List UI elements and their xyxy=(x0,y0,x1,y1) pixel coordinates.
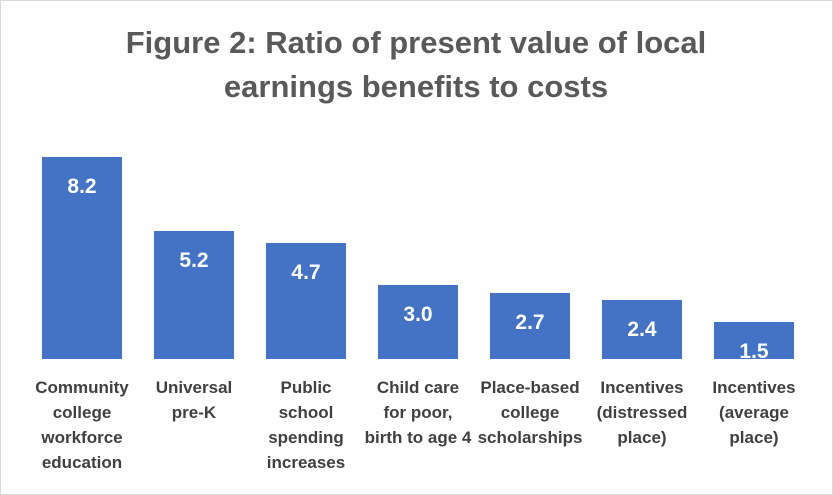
data-label: 8.2 xyxy=(67,175,97,199)
bar xyxy=(490,292,570,359)
x-tick-label: Public school spending increases xyxy=(266,378,346,472)
x-tick-label: Incentives (distressed place) xyxy=(596,378,688,447)
data-label: 2.4 xyxy=(627,317,657,341)
bar xyxy=(154,231,234,359)
data-label: 2.7 xyxy=(515,310,545,334)
chart-title: Figure 2: Ratio of present value of loca… xyxy=(125,25,707,104)
data-label: 3.0 xyxy=(403,303,433,327)
data-label: 5.2 xyxy=(179,249,209,273)
bar xyxy=(42,157,122,359)
x-tick-label: Child care for poor, birth to age 4 xyxy=(364,378,472,447)
data-label: 4.7 xyxy=(291,261,321,285)
data-label: 1.5 xyxy=(739,340,769,364)
x-tick-label: Community college workforce education xyxy=(35,378,129,472)
x-tick-label: Place-based college scholarships xyxy=(477,378,583,447)
bar xyxy=(378,285,458,359)
x-tick-label: Incentives (average place) xyxy=(712,378,796,447)
bar xyxy=(266,243,346,359)
x-tick-label: Universal pre-K xyxy=(155,378,233,422)
bar xyxy=(714,322,794,359)
bar xyxy=(602,299,682,359)
